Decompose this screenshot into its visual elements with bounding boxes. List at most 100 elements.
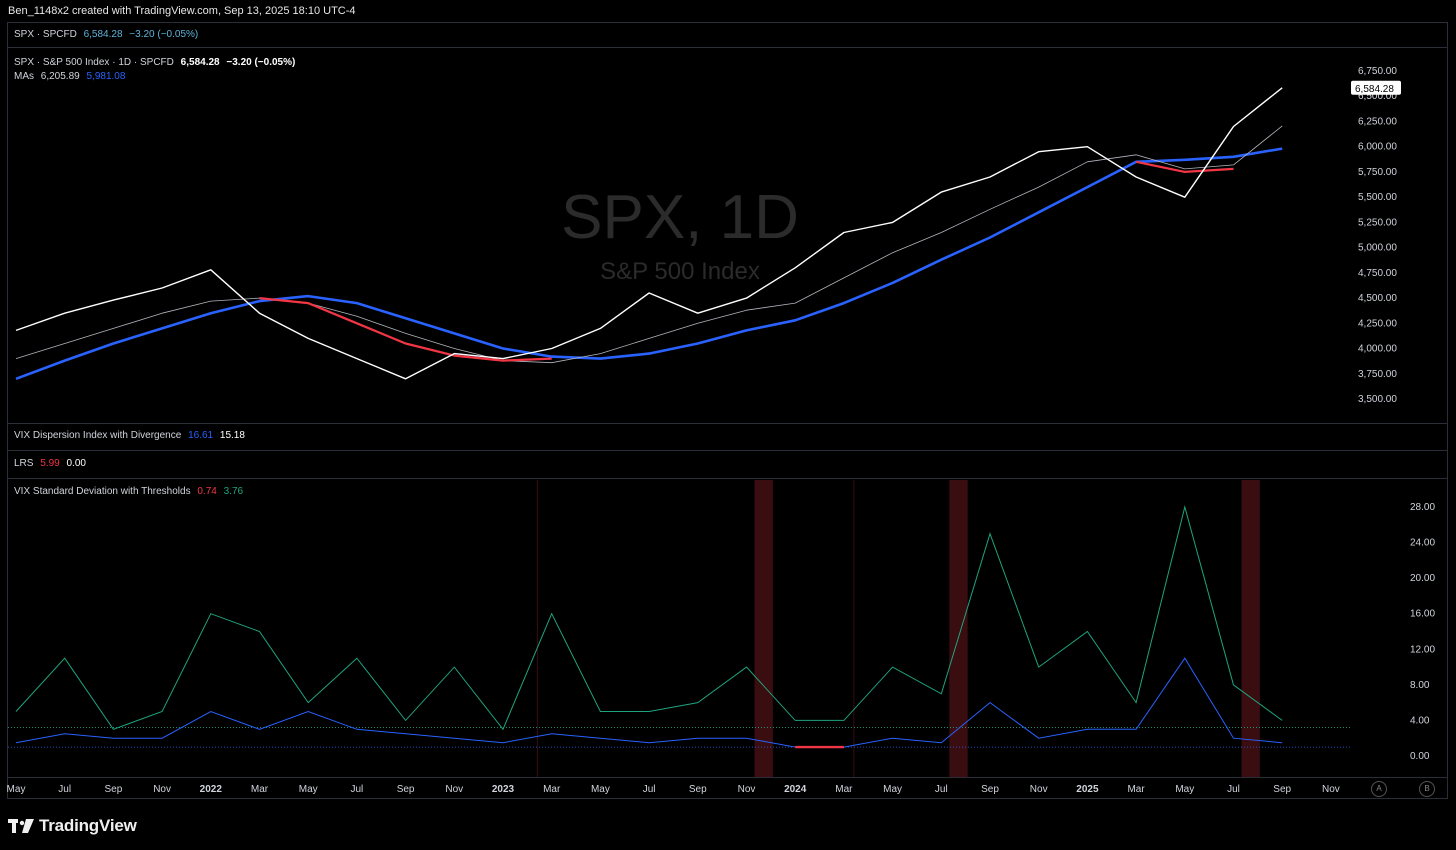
stress-shade-region [949,480,968,777]
main-change: −3.20 (−0.05%) [226,57,296,68]
dispersion-v1: 16.61 [188,430,214,441]
lrs-v2: 0.00 [66,458,86,469]
pane-divider [7,423,1448,424]
price-axis-tick-label: 5,750.00 [1358,167,1397,178]
price-axis-tick-label: 4,000.00 [1358,344,1397,355]
top-strip-legend[interactable]: SPX · SPCFD 6,584.28 −3.20 (−0.05%) [14,29,202,40]
vix-upper-line [15,505,1283,731]
vix-axis-tick-label: 16.00 [1410,609,1435,620]
time-axis-label: Nov [445,784,463,795]
dispersion-v2: 15.18 [219,430,245,441]
price-axis-tick-label: 6,250.00 [1358,116,1397,127]
price-axis-tick-label: 5,250.00 [1358,217,1397,228]
footer-brand-text: TradingView [39,816,137,835]
auto-scale-button[interactable]: A [1371,781,1387,797]
time-axis-label: Sep [689,784,707,795]
vixsd-v1: 0.74 [197,486,217,497]
dispersion-name: VIX Dispersion Index with Divergence [14,430,182,441]
mas-label: MAs [14,71,34,82]
ma1-value: 6,205.89 [40,71,80,82]
lrs-name: LRS [14,458,34,469]
vix-axis-tick-label: 4.00 [1410,715,1430,726]
stress-shade-region [754,480,773,777]
vix-lower-line [15,657,1283,748]
top-change: −3.20 (−0.05%) [129,29,199,40]
time-axis-label: Nov [1030,784,1048,795]
time-axis-label: May [299,784,318,795]
vix-axis-tick-label: 12.00 [1410,644,1435,655]
ma2-value: 5,981.08 [86,71,126,82]
tradingview-logo-icon [8,819,34,833]
price-axis-tick-label: 4,250.00 [1358,318,1397,329]
pane-divider [7,450,1448,451]
vix-axis-tick-label: 28.00 [1410,502,1435,513]
time-axis-label: Nov [738,784,756,795]
time-axis-label: Sep [981,784,999,795]
price-axis-tick-label: 3,500.00 [1358,394,1397,405]
time-axis-label: Jul [351,784,364,795]
time-axis-divider [7,777,1448,778]
vixsd-name: VIX Standard Deviation with Thresholds [14,486,191,497]
watermark-title: SPX, 1D [561,183,799,252]
main-symbol: SPX · S&P 500 Index · 1D · SPCFD [14,57,174,68]
time-axis-label: Jul [935,784,948,795]
time-axis-label: Mar [251,784,269,795]
price-axis-tick-label: 5,000.00 [1358,243,1397,254]
time-axis-label: Mar [543,784,561,795]
main-symbol-legend[interactable]: SPX · S&P 500 Index · 1D · SPCFD 6,584.2… [14,57,299,68]
lrs-legend[interactable]: LRS 5.99 0.00 [14,458,90,469]
footer-brand: TradingView [8,815,137,837]
ma-fast-line [259,160,1234,362]
last-price-tag [1351,80,1401,95]
main-price: 6,584.28 [180,57,220,68]
time-axis-label: Jul [643,784,656,795]
time-axis-label: May [1175,784,1194,795]
time-axis-label: Nov [1322,784,1340,795]
time-axis-label: May [883,784,902,795]
time-axis-label: 2022 [200,784,223,795]
vix-axis-tick-label: 8.00 [1410,680,1430,691]
vixsd-v2: 3.76 [223,486,244,497]
time-axis-label: Nov [153,784,171,795]
pane-divider [7,478,1448,479]
price-axis-tick-label: 6,750.00 [1358,66,1397,77]
time-axis-label: Sep [105,784,123,795]
ma-thin-line [15,125,1283,364]
time-axis-label: 2023 [492,784,515,795]
top-symbol: SPX · SPCFD [14,29,77,40]
time-axis-label: Mar [835,784,853,795]
pane-divider [7,47,1448,48]
vixsd-legend[interactable]: VIX Standard Deviation with Thresholds 0… [14,486,247,497]
time-axis-label: Jul [1227,784,1240,795]
time-axis-label: 2025 [1076,784,1099,795]
price-axis-tick-label: 6,500.00 [1358,91,1397,102]
ma-slow-line [15,147,1283,381]
creator-caption: Ben_1148x2 created with TradingView.com,… [8,5,356,17]
dispersion-legend[interactable]: VIX Dispersion Index with Divergence 16.… [14,430,249,441]
price-axis-tick-label: 3,750.00 [1358,369,1397,380]
time-axis-label: 2024 [784,784,807,795]
mas-legend[interactable]: MAs 6,205.89 5,981.08 [14,71,129,82]
watermark-subtitle: S&P 500 Index [600,258,760,285]
vix-axis-tick-label: 20.00 [1410,573,1435,584]
time-axis-label: Sep [1273,784,1291,795]
lrs-v1: 5.99 [40,458,60,469]
time-axis-label: Sep [397,784,415,795]
time-axis-label: May [591,784,610,795]
price-axis-tick-label: 4,500.00 [1358,293,1397,304]
price-axis-tick-label: 4,750.00 [1358,268,1397,279]
time-axis-label: Mar [1127,784,1145,795]
b-button[interactable]: B [1419,781,1435,797]
time-axis-label: Jul [58,784,71,795]
price-axis-tick-label: 5,500.00 [1358,192,1397,203]
last-price-tag-text: 6,584.28 [1355,84,1394,95]
spx-price-line [15,87,1283,380]
stress-shade-region [1241,480,1260,777]
vix-axis-tick-label: 24.00 [1410,538,1435,549]
price-axis-tick-label: 6,000.00 [1358,142,1397,153]
vix-axis-tick-label: 0.00 [1410,751,1430,762]
time-axis-label: May [7,784,26,795]
top-price: 6,584.28 [83,29,123,40]
